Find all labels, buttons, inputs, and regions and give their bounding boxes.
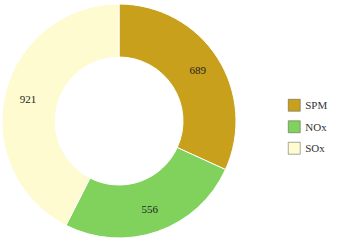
svg-text:SPM: SPM	[305, 99, 327, 111]
svg-text:689: 689	[189, 64, 206, 76]
svg-text:556: 556	[142, 203, 159, 215]
svg-text:921: 921	[20, 93, 36, 105]
svg-text:SOx: SOx	[305, 142, 325, 154]
svg-text:NOx: NOx	[305, 121, 327, 133]
